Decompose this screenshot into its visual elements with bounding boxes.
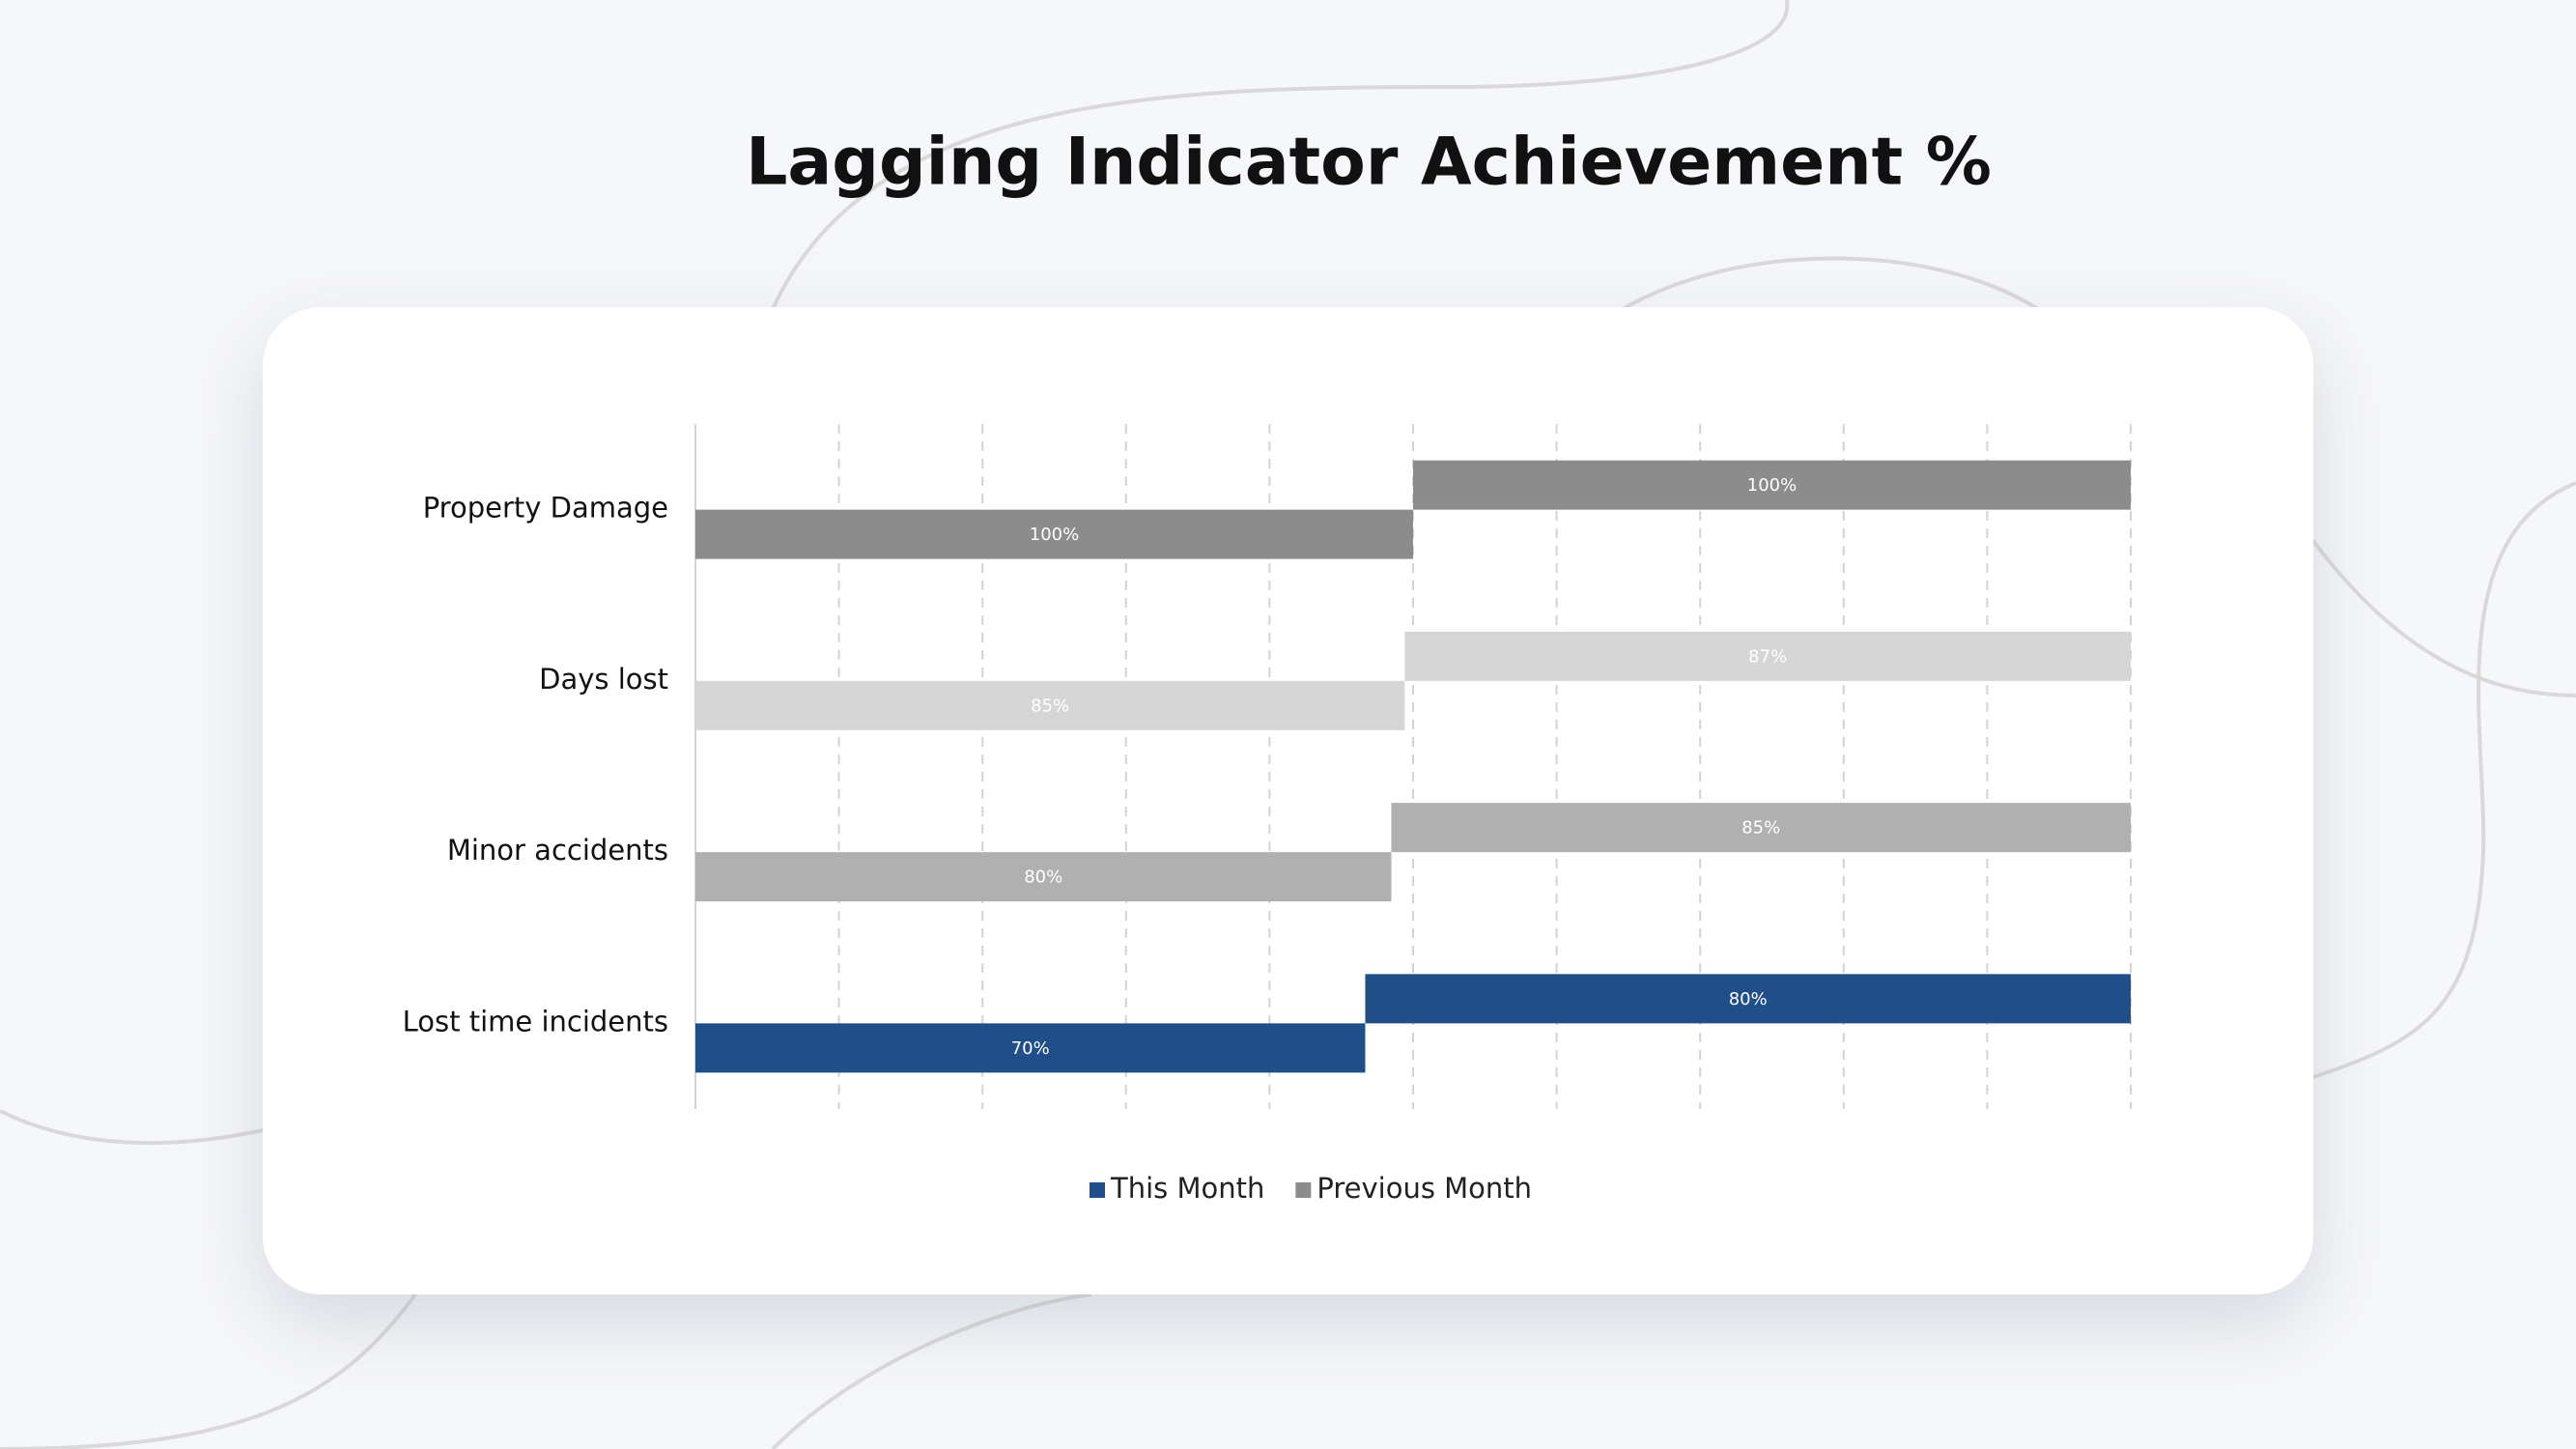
decor-curve [1621, 256, 2040, 311]
value-label: 100% [1030, 525, 1079, 545]
decor-curve [0, 1109, 264, 1146]
legend-swatch [1090, 1182, 1105, 1198]
y-tick-label: Lost time incidents [403, 1005, 668, 1037]
bar [695, 680, 1405, 730]
card [263, 307, 2313, 1294]
bar [695, 509, 1413, 559]
y-tick-label: Days lost [539, 663, 668, 696]
value-label: 80% [1729, 989, 1768, 1009]
legend: This Month Previous Month [1090, 1172, 1532, 1205]
decor-curve [2311, 539, 2576, 697]
y-tick-label: Minor accidents [447, 834, 668, 867]
y-tick-label: Property Damage [423, 492, 668, 525]
legend-swatch [1295, 1182, 1312, 1198]
bar [1391, 803, 2131, 853]
bar [695, 852, 1392, 902]
value-label: 87% [1748, 646, 1787, 667]
decor-curve [0, 1293, 417, 1449]
bar [695, 1023, 1366, 1073]
chart-title: Lagging Indicator Achievement % [746, 125, 1992, 201]
legend-label: Previous Month [1316, 1172, 1532, 1205]
bar [1365, 974, 2131, 1024]
decor-curve [771, 0, 1790, 310]
value-label: 100% [1747, 475, 1797, 496]
value-label: 85% [1741, 818, 1780, 838]
legend-label: This Month [1110, 1172, 1264, 1205]
decor-curve [2312, 481, 2576, 1079]
value-label: 85% [1031, 696, 1069, 716]
value-label: 80% [1024, 867, 1062, 888]
decor-curve [771, 1293, 1092, 1449]
bar [1413, 460, 2131, 510]
value-label: 70% [1011, 1038, 1050, 1059]
bar [1404, 631, 2131, 681]
